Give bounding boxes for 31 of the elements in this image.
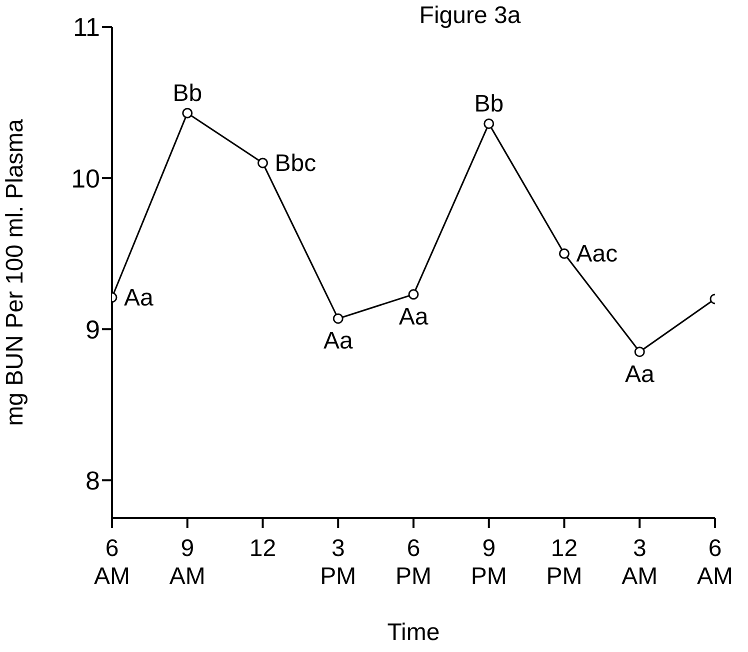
y-tick-label: 11: [73, 12, 100, 42]
x-tick-label: 9 AM: [169, 535, 206, 590]
x-tick-label: 6 AM: [94, 535, 130, 590]
x-tick-label: 6 PM: [396, 535, 432, 590]
point: [332, 313, 344, 324]
point: [559, 248, 570, 259]
data-label: Bb: [172, 80, 202, 108]
chart-title: Figure 3a: [418, 2, 522, 30]
point: [634, 346, 645, 358]
x-tick-label: 12: [249, 535, 276, 562]
x-axis-title: Time: [387, 619, 440, 646]
data-label: Bbc: [274, 150, 316, 177]
point: [484, 118, 494, 129]
x-tick-label: 12 PM: [546, 535, 582, 590]
x-tick-label: 9 PM: [470, 535, 507, 590]
data-label: Aa: [323, 328, 354, 355]
x-tick-label: 3 PM: [320, 535, 356, 590]
x-tick-label: 3 AM: [622, 535, 658, 590]
point: [182, 108, 193, 118]
data-label: Aac: [576, 240, 618, 268]
y-tick-label: 9: [86, 314, 100, 344]
data-label: Aa: [124, 284, 154, 312]
data-label: Aa: [624, 360, 655, 388]
data-label: Aa: [398, 303, 429, 330]
y-tick-label: 10: [71, 163, 100, 194]
y-axis-title: mg BUN Per 100 ml. Plasma: [2, 118, 29, 426]
data-label: Bb: [474, 90, 504, 118]
x-tick-label: 6 AM: [697, 535, 733, 590]
y-tick-label: 8: [86, 465, 100, 496]
point: [408, 289, 419, 300]
point: [258, 158, 268, 168]
